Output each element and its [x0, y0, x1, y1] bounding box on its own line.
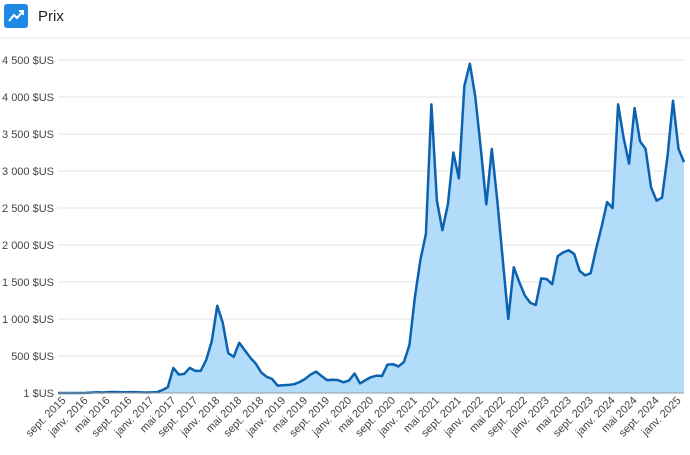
y-tick-label: 4 000 $US	[2, 92, 54, 104]
y-tick-label: 3 000 $US	[2, 166, 54, 178]
price-line	[58, 62, 686, 395]
area-fill	[58, 63, 684, 394]
y-tick-label: 1 000 $US	[2, 314, 54, 326]
y-tick-label: 2 000 $US	[2, 240, 54, 252]
header-title: Prix	[38, 8, 64, 25]
y-tick-label: 2 500 $US	[2, 203, 54, 215]
header-icon-arrow	[8, 10, 24, 22]
y-tick-label: 3 500 $US	[2, 129, 54, 141]
y-tick-label: 1 500 $US	[2, 277, 54, 289]
y-tick-label: 4 500 $US	[2, 55, 54, 67]
y-tick-label: 500 $US	[11, 351, 54, 363]
y-tick-label: 1 $US	[23, 388, 54, 400]
